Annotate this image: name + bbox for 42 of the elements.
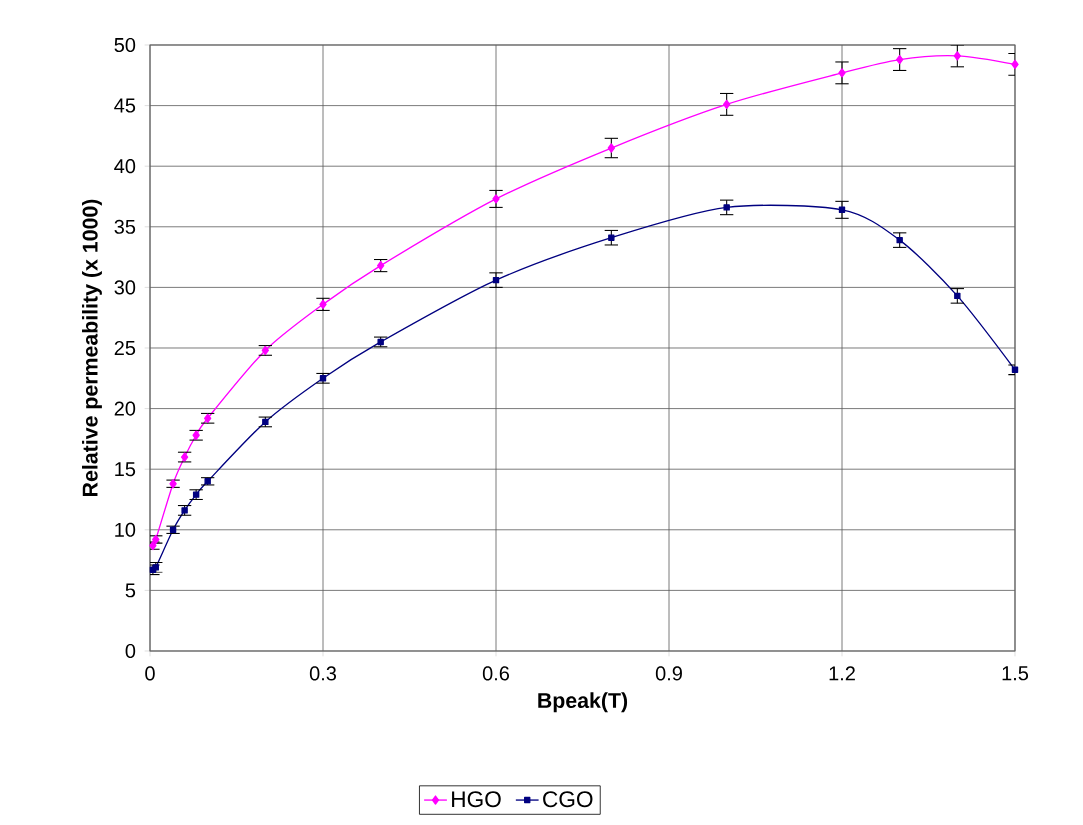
x-axis-title: Bpeak(T): [538, 692, 628, 713]
point: [607, 143, 616, 153]
point: [192, 430, 200, 440]
point: [492, 276, 500, 284]
point: [149, 540, 157, 551]
point: [723, 204, 730, 211]
point: [896, 236, 903, 244]
point: [1011, 366, 1019, 374]
y-tick-label: 50: [114, 37, 136, 53]
point: [377, 260, 385, 271]
x-tick-label: 0: [145, 666, 155, 681]
point: [723, 99, 731, 110]
point: [608, 234, 615, 241]
legend-label: CGO: [543, 791, 593, 808]
y-tick-label: 25: [114, 340, 136, 356]
point: [838, 68, 846, 78]
y-tick-label: 35: [114, 219, 136, 234]
point: [838, 206, 846, 214]
point: [1011, 59, 1019, 70]
point: [204, 413, 212, 423]
point: [896, 54, 904, 65]
x-tick-label: 0.3: [309, 666, 337, 681]
y-axis-title: Relative permeability (x 1000): [82, 199, 102, 496]
y-tick-label: 30: [114, 280, 136, 295]
y-tick-label: 20: [114, 401, 136, 416]
y-tick-label: 5: [125, 583, 136, 598]
x-tick-label: 0.6: [482, 666, 510, 681]
x-tick-label: 1.5: [1002, 666, 1029, 681]
y-tick-label: 0: [125, 643, 136, 659]
x-tick-label: 0.9: [655, 666, 682, 681]
legend-label: HGO: [452, 791, 501, 808]
point: [319, 299, 327, 310]
point: [492, 194, 500, 204]
point: [152, 534, 160, 545]
point: [169, 479, 177, 489]
y-tick-label: 45: [114, 98, 136, 113]
point: [953, 51, 961, 61]
y-tick-label: 40: [114, 159, 136, 174]
point: [954, 292, 961, 300]
y-tick-label: 15: [115, 462, 136, 477]
y-tick-label: 10: [115, 522, 136, 537]
x-tick-label: 1.2: [829, 666, 855, 681]
